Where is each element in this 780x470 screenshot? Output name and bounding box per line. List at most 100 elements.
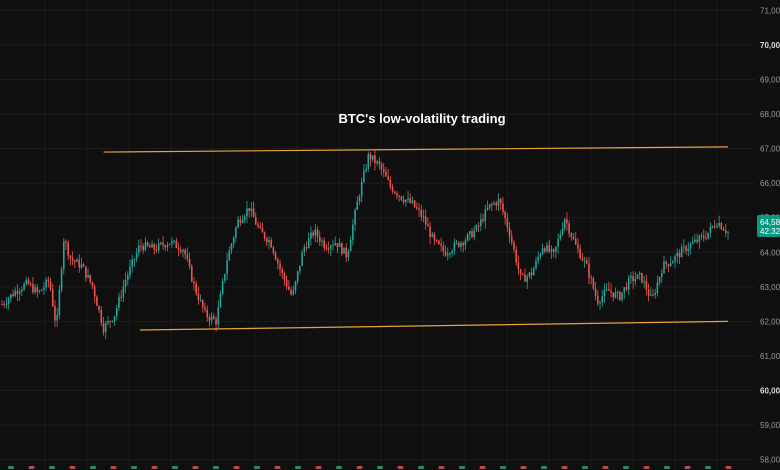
candle-body[interactable] — [570, 233, 573, 237]
candle-body[interactable] — [140, 245, 142, 247]
candle-body[interactable] — [557, 239, 559, 247]
candle-body[interactable] — [643, 281, 645, 283]
candle-body[interactable] — [508, 227, 511, 237]
candle-body[interactable] — [18, 291, 21, 294]
candle-body[interactable] — [616, 292, 619, 294]
candle-body[interactable] — [537, 256, 540, 261]
candle-body[interactable] — [69, 255, 72, 259]
candle-body[interactable] — [438, 240, 440, 244]
candle-body[interactable] — [76, 259, 78, 262]
candle-body[interactable] — [636, 274, 639, 279]
candle-body[interactable] — [252, 208, 255, 218]
candle-body[interactable] — [25, 279, 28, 284]
candle-body[interactable] — [338, 243, 341, 248]
candle-body[interactable] — [107, 320, 109, 324]
candle-body[interactable] — [713, 226, 716, 228]
candle-body[interactable] — [237, 219, 239, 228]
candle-body[interactable] — [193, 281, 195, 284]
candle-body[interactable] — [318, 236, 321, 242]
candle-body[interactable] — [347, 251, 350, 258]
candle-body[interactable] — [709, 226, 712, 233]
candle-body[interactable] — [627, 277, 630, 290]
candle-body[interactable] — [149, 245, 151, 248]
candle-body[interactable] — [246, 208, 248, 217]
candle-body[interactable] — [585, 260, 588, 264]
candle-body[interactable] — [96, 296, 98, 306]
candle-body[interactable] — [146, 242, 149, 246]
candle-body[interactable] — [259, 226, 261, 228]
candle-body[interactable] — [429, 226, 431, 237]
candle-body[interactable] — [495, 203, 498, 206]
candle-body[interactable] — [685, 246, 687, 251]
candle-body[interactable] — [484, 209, 487, 222]
candle-body[interactable] — [702, 235, 705, 238]
candle-body[interactable] — [118, 296, 120, 308]
candle-body[interactable] — [230, 244, 233, 251]
candle-body[interactable] — [195, 283, 197, 294]
candle-body[interactable] — [517, 262, 520, 269]
candle-body[interactable] — [226, 260, 228, 274]
candle-body[interactable] — [27, 279, 30, 284]
candle-body[interactable] — [5, 303, 8, 305]
candle-body[interactable] — [279, 263, 281, 270]
candle-body[interactable] — [133, 259, 136, 261]
candle-body[interactable] — [49, 281, 52, 290]
candle-body[interactable] — [552, 249, 555, 252]
candle-body[interactable] — [449, 253, 451, 255]
candle-body[interactable] — [43, 287, 45, 290]
candle-body[interactable] — [610, 290, 612, 293]
candle-body[interactable] — [533, 268, 535, 276]
candle-body[interactable] — [502, 203, 504, 212]
candle-body[interactable] — [32, 284, 34, 293]
candle-body[interactable] — [528, 272, 531, 277]
candle-body[interactable] — [217, 307, 220, 325]
candle-body[interactable] — [614, 292, 617, 298]
candle-body[interactable] — [599, 302, 601, 304]
candle-body[interactable] — [274, 253, 277, 260]
candle-body[interactable] — [179, 249, 182, 252]
candle-body[interactable] — [519, 268, 522, 274]
candle-body[interactable] — [548, 245, 551, 252]
candle-body[interactable] — [113, 316, 116, 322]
candle-body[interactable] — [499, 199, 502, 204]
candle-body[interactable] — [115, 307, 118, 317]
candle-body[interactable] — [332, 245, 334, 247]
candle-body[interactable] — [316, 229, 319, 237]
candle-body[interactable] — [590, 277, 592, 279]
candle-body[interactable] — [290, 289, 292, 295]
candle-body[interactable] — [51, 289, 54, 307]
candle-body[interactable] — [40, 289, 43, 291]
candle-body[interactable] — [526, 276, 528, 282]
candle-body[interactable] — [82, 264, 85, 267]
candle-body[interactable] — [138, 245, 140, 253]
candle-body[interactable] — [367, 154, 370, 169]
candle-body[interactable] — [475, 225, 478, 231]
candle-body[interactable] — [680, 247, 683, 258]
candle-body[interactable] — [144, 242, 147, 251]
candle-body[interactable] — [641, 272, 643, 283]
candle-body[interactable] — [409, 198, 412, 203]
candle-body[interactable] — [327, 248, 330, 250]
candlesticks[interactable] — [1, 149, 729, 340]
candle-body[interactable] — [14, 290, 17, 296]
candle-body[interactable] — [413, 200, 416, 208]
candle-body[interactable] — [676, 252, 679, 257]
candle-body[interactable] — [305, 247, 308, 249]
candle-body[interactable] — [544, 248, 546, 252]
candle-body[interactable] — [239, 219, 242, 223]
candle-body[interactable] — [202, 300, 204, 308]
candle-body[interactable] — [389, 179, 392, 187]
candle-body[interactable] — [160, 242, 162, 244]
candle-body[interactable] — [411, 200, 414, 203]
candle-body[interactable] — [151, 244, 153, 248]
candle-body[interactable] — [588, 263, 590, 278]
candle-body[interactable] — [546, 245, 548, 252]
candle-body[interactable] — [665, 261, 668, 265]
candle-body[interactable] — [303, 247, 306, 253]
candle-body[interactable] — [422, 216, 425, 218]
candle-body[interactable] — [334, 243, 337, 246]
candle-body[interactable] — [462, 242, 464, 246]
candle-body[interactable] — [243, 216, 246, 220]
candle-body[interactable] — [190, 265, 193, 282]
